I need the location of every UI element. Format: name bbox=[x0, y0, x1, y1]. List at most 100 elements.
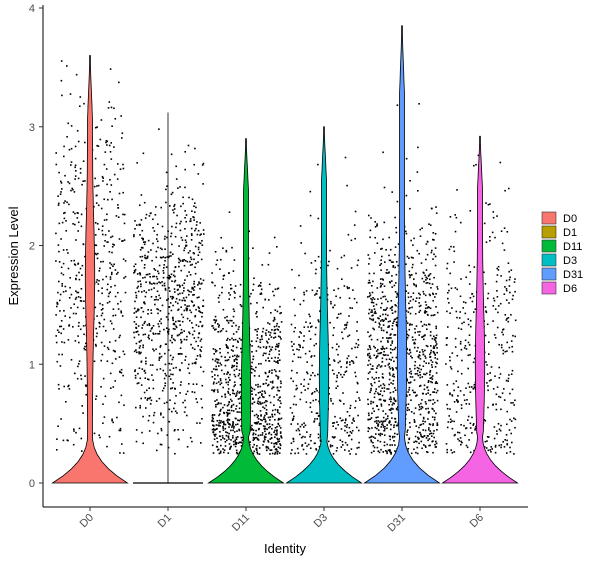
data-point bbox=[277, 438, 279, 441]
data-point bbox=[236, 392, 238, 394]
data-point bbox=[369, 229, 372, 232]
data-point bbox=[504, 314, 507, 316]
data-point bbox=[420, 320, 422, 323]
data-point bbox=[94, 234, 97, 236]
data-point bbox=[58, 388, 60, 390]
data-point bbox=[171, 280, 173, 282]
data-point bbox=[235, 408, 237, 410]
data-point bbox=[487, 389, 489, 392]
data-point bbox=[225, 346, 228, 349]
data-point bbox=[469, 451, 472, 454]
data-point bbox=[139, 377, 142, 380]
data-point bbox=[279, 418, 281, 421]
data-point bbox=[160, 412, 162, 414]
data-point bbox=[64, 285, 67, 288]
data-point bbox=[95, 244, 98, 247]
data-point bbox=[263, 427, 266, 430]
data-point bbox=[108, 230, 110, 232]
data-point bbox=[345, 426, 348, 428]
data-point bbox=[435, 343, 438, 345]
data-point bbox=[164, 260, 166, 262]
data-point bbox=[277, 450, 279, 453]
data-point bbox=[383, 319, 385, 322]
data-point bbox=[142, 333, 145, 336]
data-point bbox=[278, 440, 281, 442]
data-point bbox=[158, 359, 160, 361]
data-point bbox=[198, 296, 200, 298]
data-point bbox=[264, 332, 267, 334]
data-point bbox=[425, 344, 428, 347]
data-point bbox=[162, 416, 165, 419]
data-point bbox=[423, 435, 426, 437]
data-point bbox=[101, 175, 104, 178]
data-point bbox=[374, 437, 376, 439]
data-point bbox=[265, 413, 268, 415]
data-point bbox=[215, 320, 217, 322]
data-point bbox=[64, 200, 66, 202]
data-point bbox=[372, 280, 374, 283]
legend-swatch bbox=[541, 267, 557, 281]
data-point bbox=[198, 282, 200, 285]
data-point bbox=[235, 331, 238, 333]
data-point bbox=[202, 183, 204, 185]
data-point bbox=[279, 396, 281, 398]
data-point bbox=[386, 307, 388, 309]
data-point bbox=[417, 370, 419, 372]
data-point bbox=[387, 300, 389, 303]
data-point bbox=[508, 429, 511, 431]
data-point bbox=[217, 391, 219, 393]
data-point bbox=[266, 449, 268, 452]
data-point bbox=[264, 371, 267, 374]
data-point bbox=[171, 341, 173, 344]
data-point bbox=[382, 337, 384, 339]
data-point bbox=[317, 320, 320, 323]
data-point bbox=[96, 144, 98, 147]
data-point bbox=[371, 285, 373, 287]
data-point bbox=[235, 405, 238, 407]
data-point bbox=[153, 299, 156, 301]
data-point bbox=[486, 373, 489, 375]
data-point bbox=[156, 233, 158, 236]
data-point bbox=[62, 262, 65, 265]
data-point bbox=[464, 312, 467, 315]
data-point bbox=[354, 371, 356, 374]
data-point bbox=[273, 236, 276, 239]
data-point bbox=[227, 390, 229, 393]
data-point bbox=[395, 424, 398, 427]
data-point bbox=[276, 437, 278, 440]
data-point bbox=[152, 242, 154, 245]
data-point bbox=[309, 435, 311, 438]
data-point bbox=[264, 436, 267, 438]
data-point bbox=[113, 146, 115, 148]
data-point bbox=[290, 341, 293, 343]
data-point bbox=[123, 277, 125, 279]
data-point bbox=[124, 260, 127, 262]
data-point bbox=[372, 305, 375, 307]
data-point bbox=[55, 163, 58, 166]
data-point bbox=[420, 402, 422, 405]
data-point bbox=[202, 305, 204, 307]
data-point bbox=[223, 449, 226, 451]
data-point bbox=[230, 409, 233, 412]
data-point bbox=[274, 288, 277, 291]
data-point bbox=[456, 399, 458, 401]
data-point bbox=[177, 309, 179, 311]
data-point bbox=[212, 452, 215, 454]
data-point bbox=[230, 439, 232, 441]
data-point bbox=[189, 332, 191, 335]
data-point bbox=[386, 331, 388, 334]
data-point bbox=[174, 452, 176, 455]
data-point bbox=[372, 314, 374, 317]
data-point bbox=[227, 409, 229, 412]
data-point bbox=[497, 311, 499, 314]
data-point bbox=[75, 278, 77, 281]
data-point bbox=[369, 418, 372, 420]
data-point bbox=[256, 334, 258, 336]
data-point bbox=[252, 355, 255, 358]
data-point bbox=[66, 136, 68, 138]
data-point bbox=[418, 292, 420, 295]
data-point bbox=[165, 201, 167, 204]
data-point bbox=[389, 334, 392, 336]
data-point bbox=[456, 189, 458, 191]
data-point bbox=[182, 202, 184, 205]
